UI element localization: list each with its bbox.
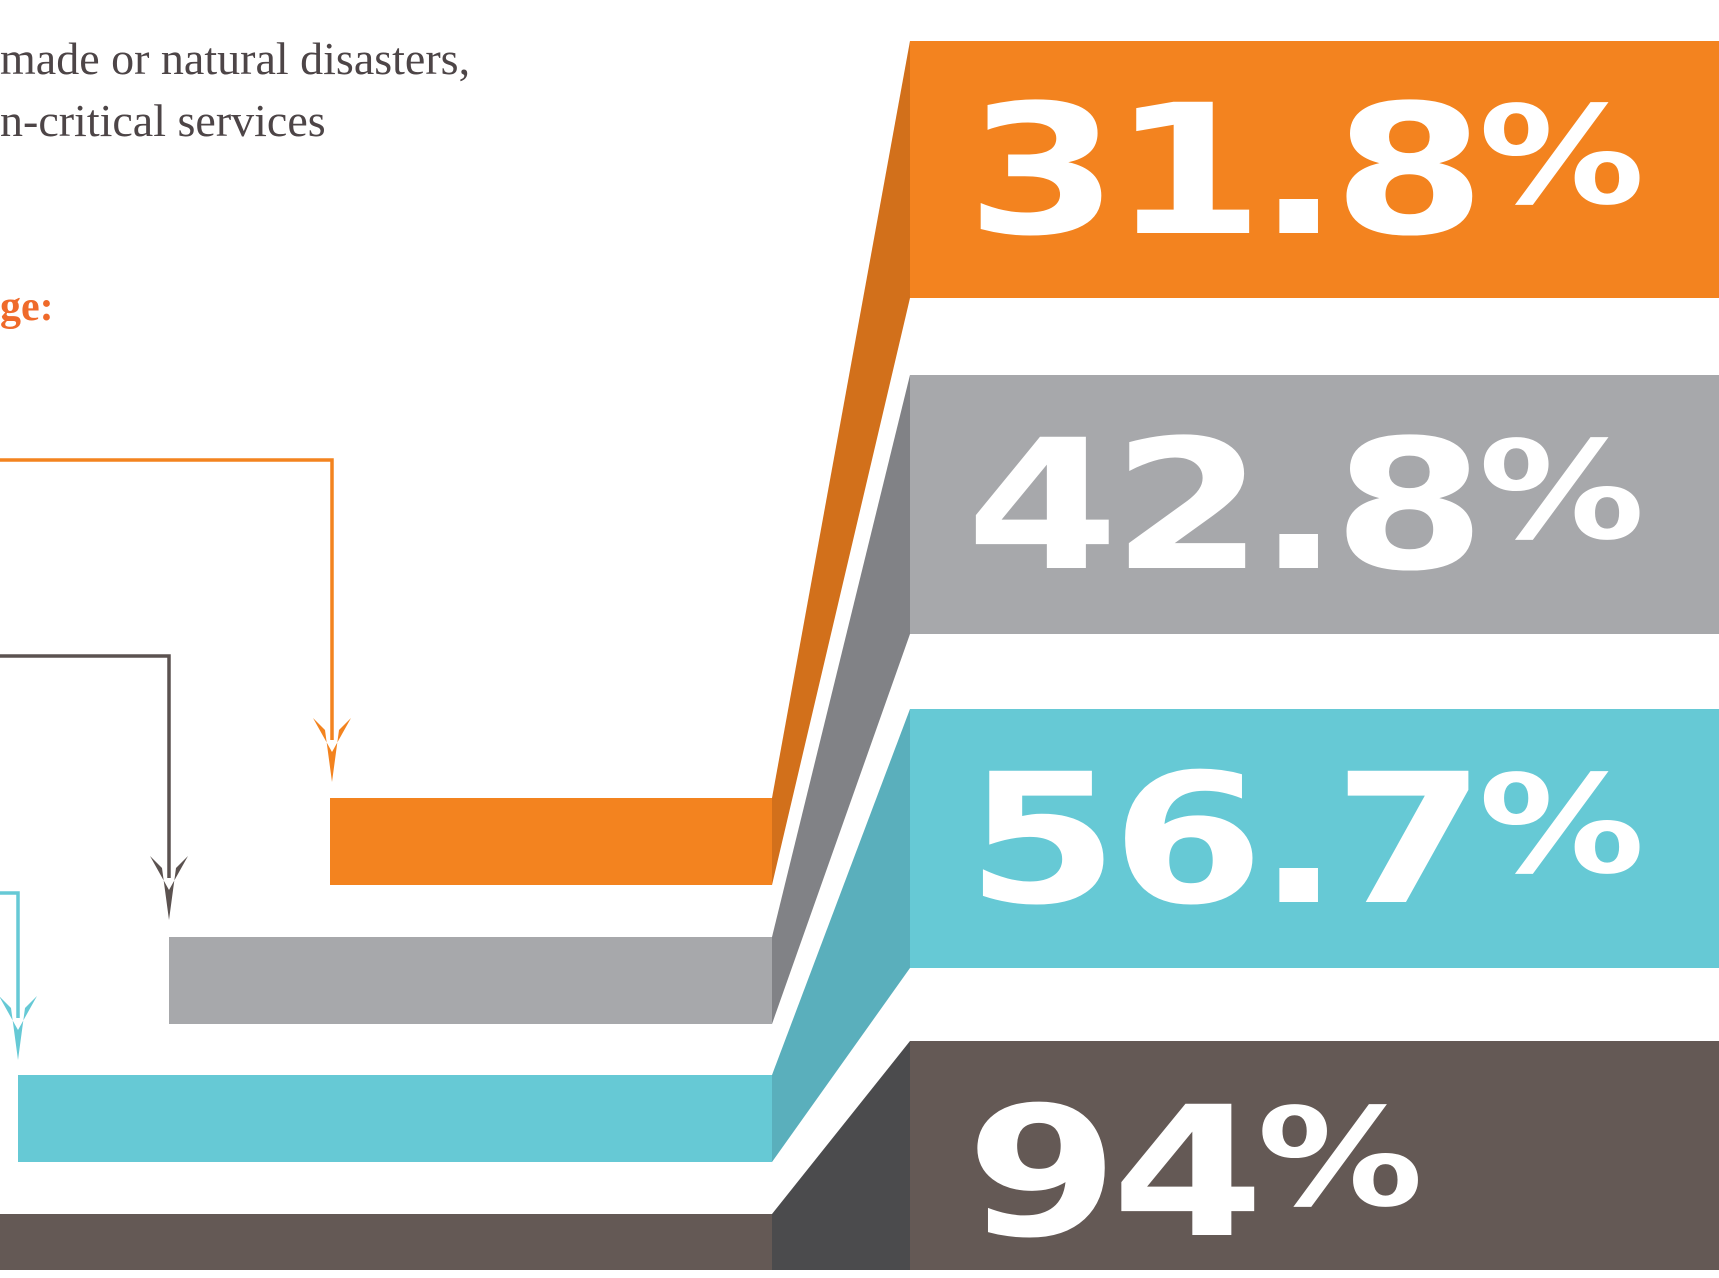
orange-connector-line bbox=[0, 458, 334, 740]
stat-orange: 31.8% bbox=[966, 82, 1645, 262]
brown-connector-line bbox=[0, 654, 171, 878]
stat-teal-number: 56.7 bbox=[966, 736, 1486, 945]
gray-stat-panel bbox=[910, 375, 1719, 634]
teal-arrowhead bbox=[0, 996, 37, 1060]
stat-brown-percent-sign: % bbox=[1256, 1080, 1424, 1238]
stat-gray: 42.8% bbox=[966, 417, 1645, 597]
teal-stat-panel bbox=[910, 709, 1719, 968]
stat-teal: 56.7% bbox=[966, 751, 1645, 931]
intro-line-2: n-critical services bbox=[0, 95, 326, 146]
teal-step-bar bbox=[18, 1075, 772, 1162]
brown-arrowhead bbox=[150, 856, 188, 920]
stat-gray-number: 42.8 bbox=[966, 402, 1486, 611]
brown-step-bar bbox=[0, 1214, 772, 1270]
stat-brown-number: 94 bbox=[966, 1069, 1264, 1278]
teal-connector-line bbox=[0, 891, 20, 1018]
section-heading: ge: bbox=[0, 284, 54, 330]
intro-line-1: made or natural disasters, bbox=[0, 33, 471, 84]
orange-stat-panel bbox=[910, 41, 1719, 298]
stat-orange-number: 31.8 bbox=[966, 67, 1486, 276]
orange-arrowhead bbox=[313, 718, 351, 782]
stat-gray-percent-sign: % bbox=[1478, 413, 1645, 571]
gray-step-bar bbox=[169, 937, 772, 1024]
intro-text: made or natural disasters, n-critical se… bbox=[0, 28, 470, 152]
brown-step-riser bbox=[772, 1041, 910, 1270]
gray-step-riser bbox=[772, 375, 910, 1024]
teal-step-riser bbox=[772, 709, 910, 1162]
stat-brown: 94% bbox=[966, 1084, 1423, 1264]
orange-step-bar bbox=[330, 798, 772, 885]
orange-step-riser bbox=[772, 41, 910, 885]
brown-stat-panel bbox=[910, 1041, 1719, 1270]
stat-orange-percent-sign: % bbox=[1478, 78, 1645, 236]
stat-teal-percent-sign: % bbox=[1478, 747, 1645, 905]
